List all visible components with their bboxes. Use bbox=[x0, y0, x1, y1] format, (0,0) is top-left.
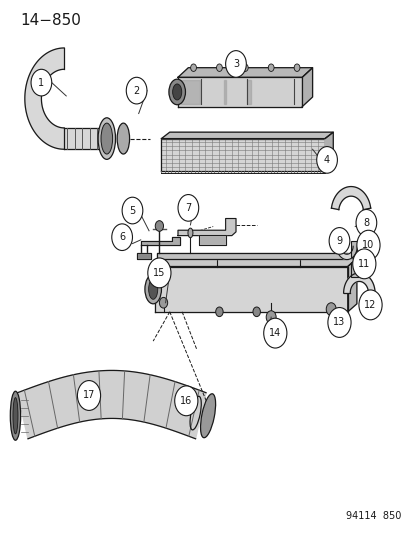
Polygon shape bbox=[161, 139, 324, 171]
Text: 12: 12 bbox=[363, 300, 376, 310]
Polygon shape bbox=[155, 259, 356, 266]
Text: 16: 16 bbox=[180, 396, 192, 406]
Polygon shape bbox=[343, 273, 374, 293]
Polygon shape bbox=[324, 132, 332, 171]
Circle shape bbox=[225, 51, 246, 77]
Text: 7: 7 bbox=[185, 203, 191, 213]
Circle shape bbox=[215, 307, 223, 317]
Polygon shape bbox=[178, 219, 235, 236]
Polygon shape bbox=[347, 259, 356, 312]
Circle shape bbox=[268, 64, 273, 71]
Circle shape bbox=[77, 381, 100, 410]
Circle shape bbox=[252, 307, 260, 317]
Ellipse shape bbox=[169, 79, 185, 104]
Ellipse shape bbox=[13, 398, 18, 434]
Circle shape bbox=[126, 77, 147, 104]
Text: 13: 13 bbox=[332, 318, 345, 327]
Polygon shape bbox=[331, 187, 370, 209]
Polygon shape bbox=[64, 128, 99, 149]
Ellipse shape bbox=[98, 118, 115, 159]
Circle shape bbox=[122, 197, 142, 224]
Circle shape bbox=[316, 147, 337, 173]
Text: 14: 14 bbox=[268, 328, 281, 338]
Polygon shape bbox=[198, 235, 225, 245]
Text: 9: 9 bbox=[336, 236, 342, 246]
Circle shape bbox=[263, 318, 286, 348]
FancyBboxPatch shape bbox=[350, 241, 366, 257]
Polygon shape bbox=[155, 266, 347, 312]
Text: 4: 4 bbox=[323, 155, 329, 165]
Text: 14−850: 14−850 bbox=[21, 13, 81, 28]
Polygon shape bbox=[181, 80, 199, 104]
Circle shape bbox=[325, 303, 335, 316]
Ellipse shape bbox=[117, 123, 129, 154]
Circle shape bbox=[355, 209, 376, 236]
Circle shape bbox=[159, 297, 167, 308]
FancyBboxPatch shape bbox=[350, 262, 365, 277]
Polygon shape bbox=[247, 80, 251, 104]
Circle shape bbox=[266, 311, 275, 324]
Polygon shape bbox=[301, 68, 312, 107]
Text: 1: 1 bbox=[38, 78, 44, 87]
Circle shape bbox=[293, 64, 299, 71]
Text: 8: 8 bbox=[363, 218, 368, 228]
Circle shape bbox=[356, 230, 379, 260]
Text: 17: 17 bbox=[83, 391, 95, 400]
Text: 3: 3 bbox=[233, 59, 238, 69]
Polygon shape bbox=[136, 253, 151, 259]
Text: 5: 5 bbox=[129, 206, 135, 215]
Text: 2: 2 bbox=[133, 86, 140, 95]
Circle shape bbox=[174, 386, 197, 416]
Circle shape bbox=[190, 64, 196, 71]
Circle shape bbox=[352, 249, 375, 279]
Polygon shape bbox=[336, 246, 356, 260]
Polygon shape bbox=[178, 77, 301, 107]
Ellipse shape bbox=[200, 394, 215, 438]
Ellipse shape bbox=[145, 274, 161, 304]
Text: 94114  850: 94114 850 bbox=[345, 511, 401, 521]
Circle shape bbox=[216, 64, 222, 71]
Circle shape bbox=[112, 224, 132, 251]
Ellipse shape bbox=[188, 228, 192, 238]
Circle shape bbox=[31, 69, 52, 96]
Circle shape bbox=[178, 195, 198, 221]
Circle shape bbox=[327, 308, 350, 337]
Ellipse shape bbox=[172, 84, 181, 100]
Ellipse shape bbox=[10, 391, 21, 440]
Text: 15: 15 bbox=[153, 268, 165, 278]
Polygon shape bbox=[178, 68, 312, 77]
Circle shape bbox=[155, 221, 163, 231]
Circle shape bbox=[358, 290, 381, 320]
Polygon shape bbox=[25, 48, 64, 149]
Ellipse shape bbox=[148, 279, 157, 300]
Text: 10: 10 bbox=[361, 240, 374, 250]
Ellipse shape bbox=[101, 123, 112, 154]
Circle shape bbox=[147, 258, 171, 288]
Polygon shape bbox=[140, 237, 180, 245]
Circle shape bbox=[242, 64, 248, 71]
Polygon shape bbox=[157, 253, 347, 259]
Circle shape bbox=[328, 228, 349, 254]
Polygon shape bbox=[223, 80, 226, 104]
Polygon shape bbox=[161, 132, 332, 139]
Polygon shape bbox=[17, 370, 206, 439]
Text: 11: 11 bbox=[357, 259, 370, 269]
Text: 6: 6 bbox=[119, 232, 125, 242]
